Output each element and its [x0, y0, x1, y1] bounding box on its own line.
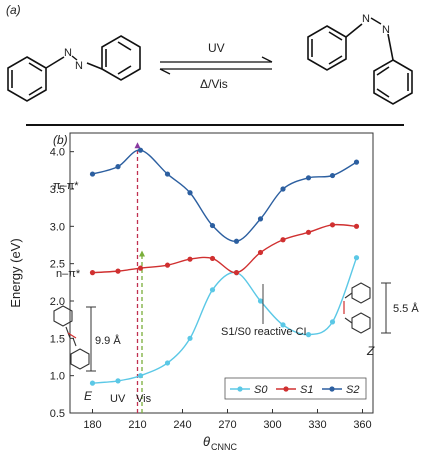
data-point-S2 [280, 186, 286, 192]
vis-arrowhead [139, 250, 145, 257]
series-line-S1 [92, 223, 357, 274]
uv-arrowhead [134, 142, 141, 149]
trans-azobenzene [7, 35, 141, 102]
legend: S0 S1 S2 [224, 377, 367, 400]
y-tick-label: 0.5 [50, 408, 65, 420]
series-line-S2 [92, 149, 357, 242]
data-point-S1 [164, 262, 171, 268]
data-point-S1 [353, 223, 360, 229]
data-point-S0 [280, 322, 286, 328]
x-tick-label: 300 [263, 419, 281, 431]
right-n2: N [382, 24, 390, 36]
data-point-S1 [209, 255, 216, 262]
legend-label-S2: S2 [346, 384, 359, 396]
data-point-S1 [187, 256, 193, 262]
x-tick-label: 330 [308, 419, 326, 431]
legend-marker-S0 [237, 386, 243, 392]
z-isomer-label: Z [366, 344, 375, 358]
data-point-S1 [280, 237, 286, 243]
equilibrium-arrows [159, 56, 273, 75]
z-isomer-structure [344, 282, 371, 334]
y-tick-label: 1.5 [50, 333, 65, 345]
z-distance-label: 5.5 Å [393, 302, 419, 315]
data-point-S1 [115, 268, 121, 274]
y-axis: 0.5 1.0 1.5 2.0 2.5 3.0 3.5 4.0 [50, 147, 74, 420]
plot-frame [69, 132, 374, 414]
ci-label: S1/S0 reactive CI [221, 326, 307, 338]
legend-marker-S1 [283, 386, 289, 392]
y-tick-label: 2.5 [50, 259, 65, 271]
data-point-S0 [89, 380, 96, 386]
data-point-S1 [89, 270, 96, 276]
e-isomer-label: E [84, 389, 93, 403]
data-point-S0 [115, 378, 121, 384]
data-point-S2 [329, 172, 336, 179]
x-axis: 180 210 240 270 300 330 360 [83, 409, 372, 431]
data-point-S0 [305, 332, 312, 338]
series-line-S0 [92, 257, 358, 384]
data-point-S1 [233, 270, 240, 276]
x-axis-label-subscript: CNNC [211, 442, 237, 452]
data-point-S2 [164, 171, 171, 177]
y-tick-label: 2.0 [50, 296, 65, 308]
data-point-S0 [164, 360, 171, 366]
cis-azobenzene [307, 23, 413, 105]
y-tick-label: 3.0 [50, 221, 65, 233]
data-point-S1 [137, 265, 144, 271]
data-point-S1 [305, 229, 312, 235]
reverse-label: Δ/Vis [200, 77, 228, 91]
data-point-S2 [305, 175, 312, 181]
x-tick-label: 360 [353, 419, 371, 431]
e-isomer-structure [53, 305, 90, 370]
data-point-S2 [209, 222, 216, 229]
panel-b-label: (b) [53, 133, 68, 147]
left-n2: N [75, 60, 83, 72]
data-point-S0 [257, 298, 264, 304]
data-point-S0 [187, 335, 193, 341]
legend-marker-S2 [329, 386, 335, 392]
annotations [134, 142, 145, 413]
data-point-S2 [353, 159, 360, 165]
data-point-S1 [257, 249, 264, 256]
uv-marker-label: UV [110, 393, 126, 405]
data-point-S2 [137, 147, 144, 153]
data-point-S0 [209, 287, 216, 293]
y-axis-label: Energy (eV) [8, 238, 23, 307]
x-tick-label: 240 [173, 419, 191, 431]
panel-a-label: (a) [6, 3, 21, 17]
legend-label-S0: S0 [254, 384, 268, 396]
data-point-S1 [329, 222, 336, 228]
right-n1: N [362, 13, 370, 25]
data-point-S2 [187, 190, 193, 196]
n-pi-star-label: n–π* [56, 268, 81, 280]
left-n1: N [64, 47, 72, 59]
data-point-S2 [89, 171, 96, 177]
x-tick-label: 270 [218, 419, 236, 431]
legend-label-S1: S1 [300, 384, 313, 396]
data-point-S2 [257, 216, 264, 222]
series-layer [89, 147, 360, 386]
vis-marker-label: Vis [136, 393, 152, 405]
data-point-S0 [137, 373, 144, 379]
x-axis-label: θ [203, 434, 210, 449]
y-tick-label: 1.0 [50, 371, 65, 383]
data-point-S2 [115, 164, 121, 170]
data-point-S0 [329, 319, 336, 325]
x-tick-label: 210 [128, 419, 146, 431]
x-tick-label: 180 [83, 419, 101, 431]
y-tick-label: 3.5 [50, 184, 65, 196]
data-point-S2 [233, 238, 240, 244]
e-distance-label: 9.9 Å [95, 334, 121, 347]
data-point-S0 [353, 255, 360, 261]
uv-forward-label: UV [208, 41, 225, 55]
pi-pi-star-label: π–π* [53, 180, 79, 192]
y-tick-label: 4.0 [50, 147, 65, 159]
